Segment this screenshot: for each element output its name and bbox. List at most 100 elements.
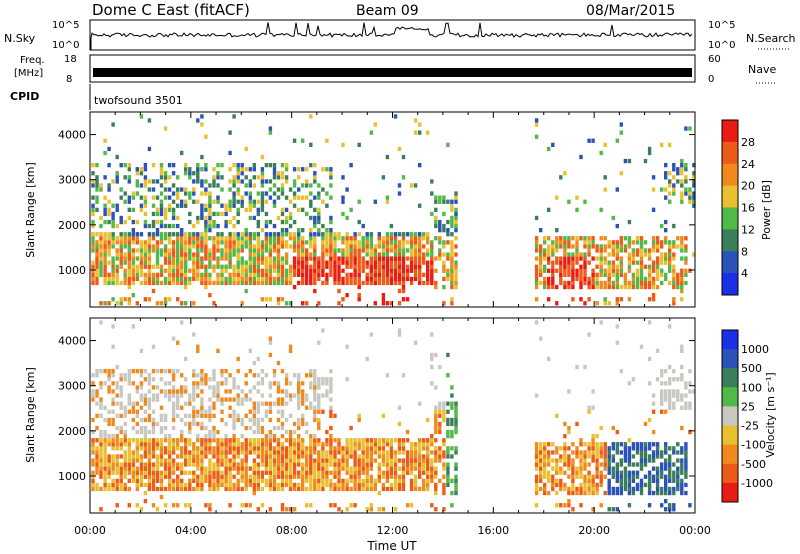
velocity-cell-908	[268, 381, 273, 386]
velocity-cell-1418	[393, 454, 398, 459]
velocity-cell-848	[256, 373, 260, 378]
velocity-cell-999	[288, 470, 293, 475]
velocity-cell-508	[192, 454, 196, 459]
velocity-cell-1455	[405, 438, 410, 443]
velocity-cell-378	[163, 417, 168, 423]
power-cell-981	[288, 223, 293, 229]
power-cell-2080	[692, 163, 696, 168]
velocity-cell-1074	[301, 393, 305, 398]
power-cell-362	[163, 175, 168, 180]
velocity-cell-961	[280, 454, 285, 459]
velocity-cell-964	[280, 442, 285, 447]
power-cell-1893	[635, 280, 640, 286]
power-colorbar-swatch-2	[722, 163, 738, 187]
power-cell-1276	[361, 223, 365, 229]
velocity-cell-1610	[450, 405, 454, 410]
power-cell-1123	[321, 252, 325, 257]
power-cell-296	[151, 219, 156, 225]
velocity-cell-1553	[434, 385, 438, 390]
power-cell-1378	[393, 264, 398, 269]
velocity-cell-1400	[389, 470, 394, 475]
velocity-cell-328	[155, 507, 160, 512]
power-cell-1059	[309, 276, 313, 282]
velocity-cell-1879	[615, 324, 619, 329]
power-cell-1426	[405, 268, 410, 273]
power-cell-63	[103, 260, 107, 265]
velocity-cell-2031	[668, 507, 672, 512]
power-cell-1714	[571, 252, 575, 257]
power-cell-427	[180, 301, 184, 306]
power-cell-966	[284, 207, 289, 212]
velocity-cell-1637	[534, 466, 539, 471]
power-cell-620	[216, 232, 220, 237]
velocity-cell-1936	[639, 482, 644, 488]
velocity-cell-762	[240, 421, 244, 427]
power-cell-960	[284, 244, 289, 249]
power-cell-1195	[341, 276, 345, 282]
velocity-cell-412	[171, 446, 176, 451]
power-cell-64	[103, 256, 107, 261]
power-cell-596	[212, 256, 216, 261]
velocity-cell-1403	[389, 458, 394, 463]
power-cell-1164	[329, 183, 333, 188]
velocity-cell-283	[147, 478, 152, 483]
velocity-cell-633	[212, 369, 216, 374]
power-cell-1149	[329, 272, 333, 277]
power-cell-509	[196, 252, 200, 257]
velocity-cell-1254	[341, 446, 345, 451]
velocity-cell-2003	[660, 450, 664, 455]
power-cell-1515	[434, 236, 438, 241]
velocity-cell-681	[224, 450, 228, 455]
power-cell-597	[212, 252, 216, 257]
power-cell-555	[204, 244, 208, 249]
velocity-cell-1576	[442, 450, 446, 455]
power-cell-1074	[309, 183, 313, 188]
power-cell-952	[284, 301, 289, 306]
velocity-cell-28	[95, 425, 99, 431]
velocity-cell-30	[95, 401, 99, 406]
velocity-cell-455	[180, 446, 184, 451]
power-cell-1178	[333, 240, 337, 245]
velocity-cell-1204	[329, 454, 333, 459]
freq-label: Freq.	[20, 55, 45, 66]
power-cell-316	[155, 219, 160, 225]
velocity-cell-1117	[313, 478, 317, 483]
power-cell-1288	[369, 280, 373, 286]
velocity-cell-2118	[688, 405, 692, 410]
velocity-cell-457	[180, 434, 184, 439]
velocity-cell-869	[260, 369, 265, 374]
power-cell-431	[180, 268, 184, 273]
velocity-cell-534	[196, 446, 200, 451]
velocity-cell-935	[276, 462, 281, 467]
velocity-cell-1456	[405, 429, 410, 435]
velocity-cell-1696	[555, 450, 559, 455]
velocity-cell-26	[95, 446, 99, 451]
power-cell-755	[244, 240, 248, 245]
velocity-cell-1011	[288, 397, 293, 402]
velocity-cell-1153	[317, 421, 321, 427]
power-cell-117	[115, 301, 119, 306]
power-cell-826	[260, 297, 265, 302]
velocity-cell-1841	[603, 446, 607, 451]
power-cell-1414	[401, 256, 406, 261]
velocity-cell-1426	[397, 458, 402, 463]
power-cell-466	[184, 167, 188, 172]
velocity-cell-1820	[595, 442, 599, 447]
power-cell-1525	[438, 240, 442, 245]
power-cell-750	[244, 272, 248, 277]
velocity-cell-23	[95, 458, 99, 463]
power-cell-182	[127, 240, 131, 245]
velocity-colorbar-swatch-5	[722, 425, 738, 446]
velocity-cell-289	[147, 454, 152, 459]
power-cell-1321	[377, 256, 381, 261]
velocity-cell-648	[216, 397, 220, 402]
power-cell-1471	[418, 236, 422, 241]
power-cell-1737	[579, 252, 583, 257]
velocity-cell-146	[119, 446, 123, 451]
time-axis-label: Time UT	[366, 539, 417, 553]
velocity-cell-591	[208, 482, 212, 488]
power-cell-2035	[680, 268, 684, 273]
velocity-cell-1711	[563, 470, 567, 475]
velocity-cell-1596	[446, 417, 450, 423]
power-cell-2012	[672, 240, 676, 245]
